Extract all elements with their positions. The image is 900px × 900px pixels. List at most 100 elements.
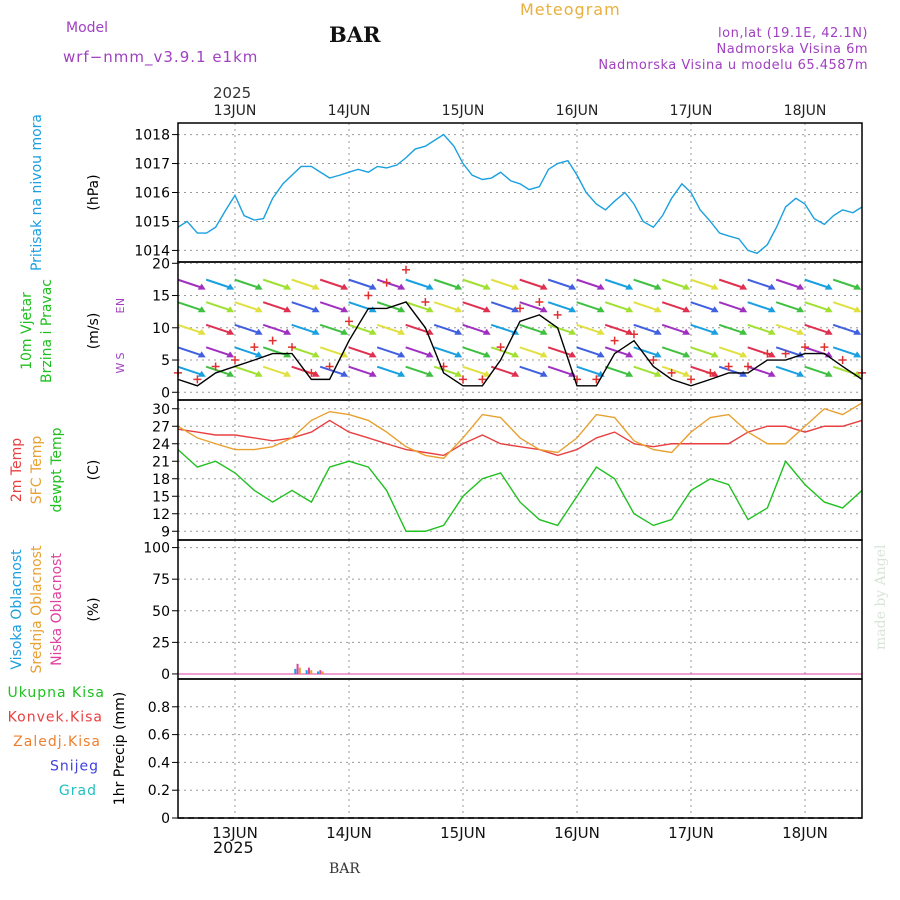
wind-arrow bbox=[262, 365, 288, 376]
wind-arrow bbox=[319, 346, 345, 357]
wind-arrow-head bbox=[796, 306, 805, 313]
wind-arrow bbox=[633, 323, 658, 334]
wind-arrow-head bbox=[254, 351, 263, 358]
station-title: BAR bbox=[329, 22, 381, 47]
y-tick-label: 21 bbox=[152, 454, 170, 470]
wind-arrow bbox=[547, 301, 573, 312]
wind-arrow bbox=[433, 346, 459, 357]
gust-marker bbox=[744, 362, 752, 371]
time-label-bottom: 14JUN bbox=[326, 824, 372, 842]
wind-arrow bbox=[633, 346, 658, 357]
wind-arrow-head bbox=[197, 283, 206, 290]
y-axis-label: Pritisak na nivou mora bbox=[29, 114, 45, 271]
cloud-bar bbox=[298, 667, 301, 674]
wind-arrow bbox=[462, 346, 487, 357]
y-tick-label: 75 bbox=[152, 572, 170, 588]
gust-marker bbox=[763, 349, 772, 358]
y-axis-label-group: Pritisak na nivou mora bbox=[29, 114, 45, 271]
footer-station: BAR bbox=[329, 861, 360, 877]
wind-arrow-head bbox=[368, 370, 377, 377]
wind-arrow-head bbox=[739, 351, 748, 358]
wind-arrow bbox=[804, 365, 829, 376]
model-elevation-text: Nadmorska Visina u modelu 65.4587m bbox=[598, 58, 868, 73]
wind-arrow-head bbox=[596, 351, 605, 358]
wind-arrow-head bbox=[682, 370, 691, 377]
wind-arrow-head bbox=[454, 283, 463, 290]
wind-arrow-head bbox=[710, 351, 719, 358]
wind-arrow bbox=[718, 346, 744, 357]
wind-arrow bbox=[462, 301, 487, 312]
wind-arrow bbox=[348, 346, 373, 357]
wind-arrow bbox=[690, 301, 715, 312]
wind-arrow-head bbox=[283, 283, 292, 290]
wind-arrow bbox=[177, 365, 202, 376]
y-axis-label-group: Visoka Oblacnost bbox=[9, 549, 25, 670]
gust-marker bbox=[325, 362, 334, 371]
unit-label: 1hr Precip (mm) bbox=[112, 692, 128, 805]
wind-compass: W NE S bbox=[114, 298, 127, 374]
time-label-top: 15JUN bbox=[442, 103, 485, 119]
y-tick-label: 1014 bbox=[134, 243, 170, 259]
wind-arrow bbox=[718, 323, 744, 334]
gust-marker bbox=[211, 362, 220, 371]
wind-arrow-head bbox=[682, 306, 691, 313]
wind-arrow bbox=[490, 278, 516, 289]
wind-arrow-head bbox=[283, 306, 292, 313]
wind-arrow-head bbox=[397, 328, 406, 335]
precip-legend-label: Grad bbox=[59, 783, 97, 799]
wind-arrow-head bbox=[767, 306, 776, 313]
wind-arrow bbox=[775, 346, 801, 357]
y-axis-label-group: Srednja Oblacnost bbox=[29, 545, 45, 673]
wind-arrow bbox=[262, 323, 288, 334]
wind-arrow bbox=[747, 323, 772, 334]
wind-arrow-head bbox=[853, 351, 862, 358]
wind-arrow bbox=[262, 301, 288, 312]
wind-arrow bbox=[319, 365, 345, 376]
y-tick-label: 0.2 bbox=[148, 783, 170, 799]
wind-arrow bbox=[291, 346, 316, 357]
wind-arrow-head bbox=[368, 328, 377, 335]
wind-arrow-head bbox=[853, 328, 862, 335]
y-axis-label: Niska Oblacnost bbox=[49, 553, 65, 666]
y-tick-label: 15 bbox=[152, 289, 170, 305]
wind-arrow-head bbox=[340, 370, 349, 377]
y-tick-label: 18 bbox=[152, 472, 170, 488]
wind-arrow-head bbox=[596, 283, 605, 290]
precip-legend-label: Ukupna Kisa bbox=[7, 685, 105, 701]
wind-arrow-head bbox=[482, 306, 491, 313]
wind-arrow-head bbox=[254, 306, 263, 313]
wind-arrow bbox=[718, 278, 744, 289]
cloud-bar bbox=[321, 671, 324, 674]
wind-arrow bbox=[405, 346, 430, 357]
gust-marker bbox=[801, 343, 809, 352]
wind-arrow bbox=[433, 278, 459, 289]
model-name: wrf−nmm_v3.9.1 e1km bbox=[63, 48, 259, 66]
wind-arrow bbox=[604, 365, 630, 376]
wind-arrow-head bbox=[853, 306, 862, 313]
gust-marker bbox=[345, 317, 353, 326]
cloud-bar bbox=[310, 670, 313, 674]
wind-arrow-head bbox=[397, 370, 406, 377]
y-tick-label: 10 bbox=[152, 321, 170, 337]
wind-arrow-head bbox=[454, 351, 463, 358]
time-label-bottom: 13JUN bbox=[212, 824, 258, 842]
y-tick-label: 20 bbox=[152, 256, 170, 272]
wind-arrow bbox=[576, 365, 601, 376]
wind-arrow bbox=[405, 323, 430, 334]
wind-arrow-head bbox=[625, 306, 634, 313]
gust-marker bbox=[193, 375, 202, 384]
gust-marker bbox=[820, 343, 829, 352]
wind-arrow-head bbox=[625, 283, 634, 290]
cloud-bar bbox=[317, 671, 320, 674]
y-tick-label: 0 bbox=[161, 811, 170, 827]
gust-marker bbox=[402, 265, 410, 274]
y-tick-label: 0.6 bbox=[148, 728, 170, 744]
wind-arrow-head bbox=[739, 306, 748, 313]
wind-arrow-head bbox=[625, 328, 634, 335]
wind-arrow-head bbox=[425, 351, 434, 358]
y-axis-label: Brzina i Pravac bbox=[39, 279, 55, 383]
wind-arrow bbox=[690, 346, 715, 357]
y-tick-label: 9 bbox=[161, 524, 170, 540]
y-axis-label: Srednja Oblacnost bbox=[29, 545, 45, 673]
wind-arrow bbox=[804, 278, 829, 289]
